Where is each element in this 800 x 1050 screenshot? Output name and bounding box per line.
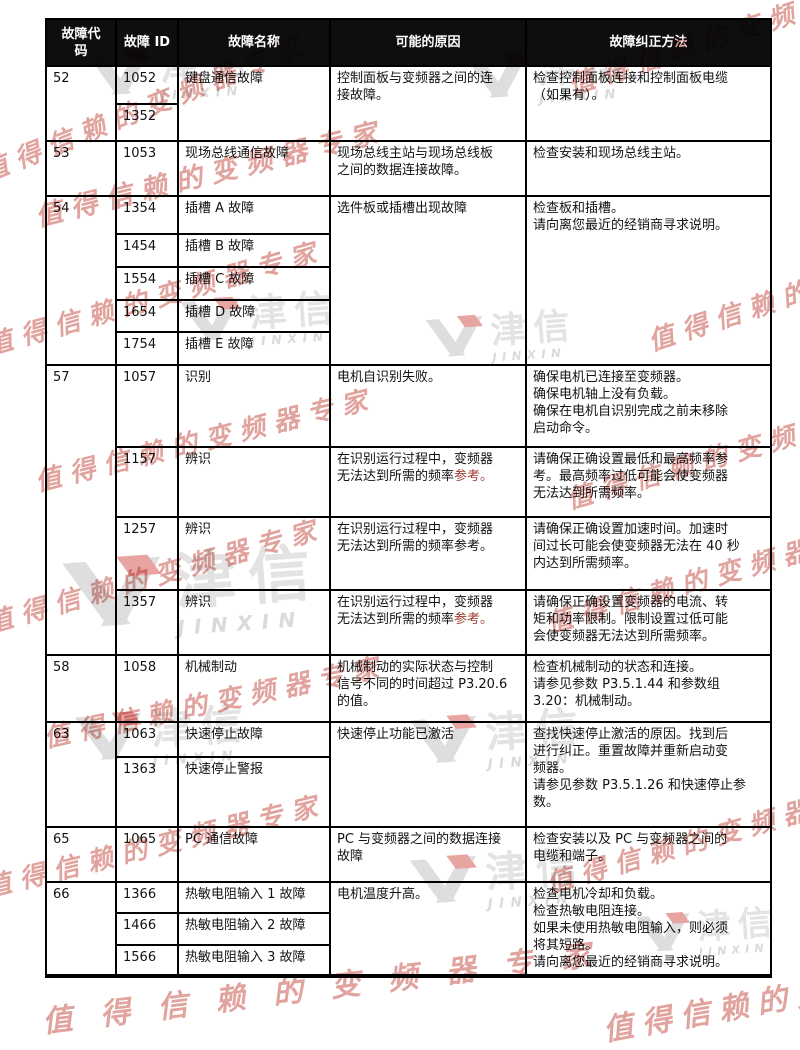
fault-code-cell: 52 <box>45 65 117 142</box>
fault-code-cell: 53 <box>45 140 117 197</box>
correction-cell: 请确保正确设置最低和最高频率参 考。最高频率过低可能会使变频器 无法达到所需频率… <box>525 446 772 518</box>
header-fault-id: 故障 ID <box>115 18 179 67</box>
fault-id-cell: 1566 <box>115 943 179 978</box>
header-fault-name: 故障名称 <box>177 18 331 67</box>
header-fault-code: 故障代 码 <box>45 18 117 67</box>
correction-cell: 检查机械制动的状态和连接。 请参见参数 P3.5.1.44 和参数组 3.20：… <box>525 654 772 723</box>
table-row: 53 1053 现场总线通信故障 现场总线主站与现场总线板 之间的数据连接故障。… <box>45 140 772 197</box>
fault-name-cell: 辨识 <box>177 516 331 591</box>
fault-id-cell: 1754 <box>115 331 179 366</box>
fault-name-cell: 现场总线通信故障 <box>177 140 331 197</box>
cause-cell: 在识别运行过程中，变频器 无法达到所需的频率参考。 <box>329 589 527 656</box>
cause-cell: PC 与变频器之间的数据连接 故障 <box>329 826 527 883</box>
correction-cell: 检查安装和现场总线主站。 <box>525 140 772 197</box>
fault-name-cell: 插槽 C 故障 <box>177 266 331 301</box>
fault-name-cell: 插槽 D 故障 <box>177 299 331 333</box>
fault-name-cell: 机械制动 <box>177 654 331 723</box>
fault-id-cell: 1654 <box>115 299 179 333</box>
fault-name-cell: 热敏电阻输入 2 故障 <box>177 912 331 946</box>
fault-id-cell: 1257 <box>115 516 179 591</box>
fault-id-cell: 1065 <box>115 826 179 883</box>
cause-cell: 现场总线主站与现场总线板 之间的数据连接故障。 <box>329 140 527 197</box>
fault-code-cell: 57 <box>45 364 117 656</box>
fault-id-cell: 1466 <box>115 912 179 946</box>
cause-text-red: 参考。 <box>454 612 494 627</box>
cause-text: 在识别运行过程中，变频器 无法达到所需的频率 <box>337 595 494 627</box>
fault-id-cell: 1057 <box>115 364 179 448</box>
fault-code-cell: 65 <box>45 826 117 883</box>
header-correction: 故障纠正方法 <box>525 18 772 67</box>
table-row: 54 1354 插槽 A 故障 选件板或插槽出现故障 检查板和插槽。 请向离您最… <box>45 195 772 366</box>
cause-cell: 控制面板与变频器之间的连 接故障。 <box>329 65 527 142</box>
cause-cell: 电机温度升高。 <box>329 881 527 977</box>
fault-name-cell: 识别 <box>177 364 331 448</box>
table-row: 1157 辨识 在识别运行过程中，变频器 无法达到所需的频率参考。 请确保正确设… <box>46 446 772 518</box>
cause-cell: 电机自识别失败。 <box>329 364 527 448</box>
fault-name-cell: 插槽 B 故障 <box>177 233 331 268</box>
fault-id-cell: 1058 <box>115 654 179 723</box>
fault-name-cell: 快速停止警报 <box>177 756 331 828</box>
cause-cell: 在识别运行过程中，变频器 无法达到所需的频率参考。 <box>329 446 527 518</box>
correction-cell: 检查安装以及 PC 与变频器之间的 电缆和端子。 <box>525 826 772 883</box>
table-row: 1554 插槽 C 故障 <box>46 266 771 301</box>
correction-cell: 检查控制面板连接和控制面板电缆 （如果有）。 <box>525 65 772 142</box>
table-row: 1466 热敏电阻输入 2 故障 <box>46 912 771 946</box>
correction-cell: 请确保正确设置变频器的电流、转 矩和功率限制。限制设置过低可能 会使变频器无法达… <box>525 589 772 656</box>
fault-id-cell: 1053 <box>115 140 179 197</box>
table-row: 63 1063 快速停止故障 快速停止功能已激活 查找快速停止激活的原因。找到后… <box>45 721 772 828</box>
cause-cell: 在识别运行过程中，变频器 无法达到所需的频率参考。 <box>329 516 527 591</box>
table-row: 1566 热敏电阻输入 3 故障 <box>46 943 771 978</box>
table-row: 1352 <box>46 103 771 142</box>
fault-id-cell: 1363 <box>115 756 179 828</box>
table-row: 57 1057 识别 电机自识别失败。 确保电机已连接至变频器。 确保电机轴上没… <box>45 364 772 656</box>
cause-text: 在识别运行过程中，变频器 无法达到所需的频率 <box>337 452 494 484</box>
fault-id-cell: 1554 <box>115 266 179 301</box>
fault-code-cell: 63 <box>45 721 117 828</box>
fault-id-cell: 1157 <box>115 446 179 518</box>
table-row: 1454 插槽 B 故障 <box>46 233 771 268</box>
fault-id-cell: 1063 <box>115 721 179 758</box>
fault-name-cell: 辨识 <box>177 446 331 518</box>
table-row: 1257 辨识 在识别运行过程中，变频器 无法达到所需的频率参考。 请确保正确设… <box>46 516 772 591</box>
fault-id-cell: 1366 <box>115 880 179 915</box>
table-row: 58 1058 机械制动 机械制动的实际状态与控制 信号不同的时间超过 P3.2… <box>45 654 772 723</box>
fault-name-cell: 插槽 E 故障 <box>177 331 331 366</box>
fault-name-cell: 热敏电阻输入 3 故障 <box>177 943 331 978</box>
cause-cell: 快速停止功能已激活 <box>329 721 527 828</box>
correction-cell: 检查电机冷却和负载。 检查热敏电阻连接。 如果未使用热敏电阻输入，则必须 将其短… <box>525 881 772 977</box>
fault-code-cell: 66 <box>45 881 117 977</box>
header-row: 故障代 码 故障 ID 故障名称 可能的原因 故障纠正方法 <box>45 18 772 67</box>
correction-cell: 确保电机已连接至变频器。 确保电机轴上没有负载。 确保在电机自识别完成之前未移除… <box>525 364 772 448</box>
header-possible-cause: 可能的原因 <box>329 18 527 67</box>
fault-name-cell: 辨识 <box>177 589 331 656</box>
fault-id-cell: 1352 <box>115 103 179 142</box>
table-row: 1357 辨识 在识别运行过程中，变频器 无法达到所需的频率参考。 请确保正确设… <box>46 589 772 656</box>
fault-code-cell: 54 <box>45 195 117 366</box>
fault-name-cell: 键盘通信故障 <box>177 65 331 142</box>
fault-code-cell: 58 <box>45 654 117 723</box>
table-row: 1363 快速停止警报 <box>46 756 771 828</box>
fault-id-cell: 1052 <box>115 65 179 105</box>
cause-cell: 机械制动的实际状态与控制 信号不同的时间超过 P3.20.6 的值。 <box>329 654 527 723</box>
table-row: 66 1366 热敏电阻输入 1 故障 电机温度升高。 检查电机冷却和负载。 检… <box>45 880 772 977</box>
table-row: 65 1065 PC 通信故障 PC 与变频器之间的数据连接 故障 检查安装以及… <box>45 826 772 883</box>
fault-name-cell: 插槽 A 故障 <box>177 195 331 235</box>
table-row: 52 1052 键盘通信故障 控制面板与变频器之间的连 接故障。 检查控制面板连… <box>45 65 772 142</box>
correction-cell: 检查板和插槽。 请向离您最近的经销商寻求说明。 <box>525 195 772 366</box>
fault-name-cell: PC 通信故障 <box>177 826 331 883</box>
fault-name-cell: 热敏电阻输入 1 故障 <box>177 880 331 915</box>
correction-cell: 查找快速停止激活的原因。找到后 进行纠正。重置故障并重新启动变 频器。 请参见参… <box>525 721 772 828</box>
fault-id-cell: 1357 <box>115 589 179 656</box>
cause-cell: 选件板或插槽出现故障 <box>329 195 527 366</box>
correction-cell: 请确保正确设置加速时间。加速时 间过长可能会使变频器无法在 40 秒 内达到所需… <box>525 516 772 591</box>
cause-text-red: 参考。 <box>454 469 494 484</box>
fault-id-cell: 1354 <box>115 195 179 235</box>
fault-id-cell: 1454 <box>115 233 179 268</box>
fault-table: 故障代 码 故障 ID 故障名称 可能的原因 故障纠正方法 52 1052 键盘… <box>45 18 772 978</box>
fault-name-cell: 快速停止故障 <box>177 721 331 758</box>
